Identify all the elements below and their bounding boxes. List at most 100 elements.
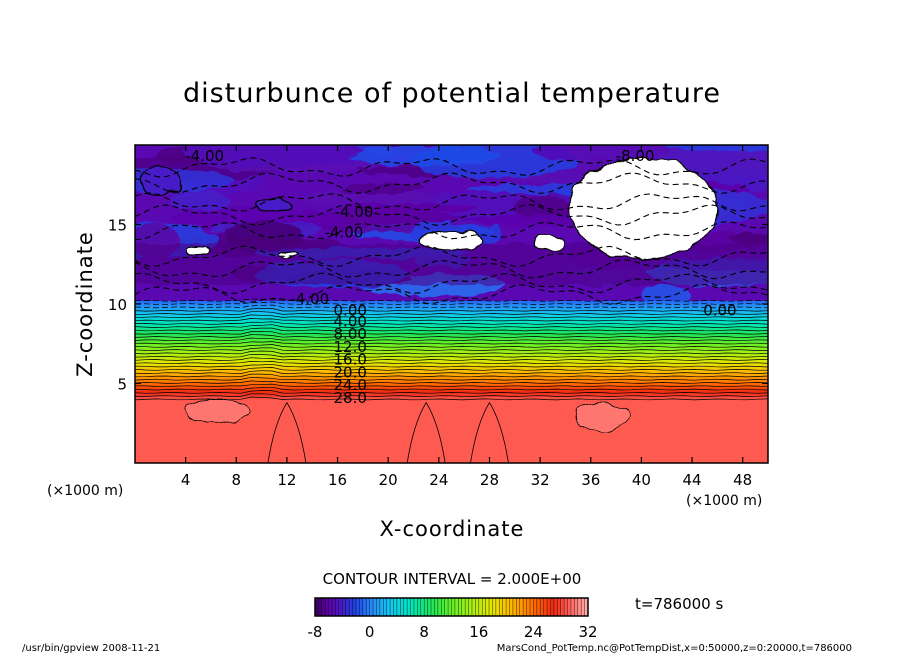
contour-line	[135, 337, 768, 342]
contour-line-dashed	[135, 259, 768, 280]
colorbar-segment	[553, 598, 558, 616]
below-range-region	[277, 250, 298, 259]
colorbar-segment	[321, 598, 326, 616]
colorbar-segment	[366, 598, 370, 616]
colorbar-segment	[400, 598, 405, 616]
colorbar-segment	[420, 598, 425, 616]
colorbar-segment	[379, 598, 384, 616]
warm-region	[185, 399, 250, 424]
stratified-band	[135, 396, 768, 400]
stratified-band	[135, 303, 768, 308]
below-range-region	[533, 235, 567, 251]
stratified-band	[135, 332, 768, 337]
texture-blob	[658, 145, 768, 152]
texture-blob	[169, 190, 230, 211]
time-text: t=786000 s	[635, 595, 723, 613]
stratified-band	[135, 373, 768, 377]
contour-line-dashed	[135, 283, 768, 305]
stratified-band	[135, 370, 768, 374]
colorbar-segment	[448, 598, 452, 616]
contour-interval-text: CONTOUR INTERVAL = 2.000E+00	[323, 570, 582, 588]
colorbar-segment	[431, 598, 435, 616]
colorbar-segment	[355, 598, 360, 616]
texture-blob	[135, 168, 233, 193]
colorbar-ticks: -8 0 8 16 24 32	[308, 623, 598, 641]
colorbar-segment	[434, 598, 439, 616]
colorbar-segment	[581, 598, 585, 616]
colorbar-segment	[342, 598, 347, 616]
x-tick-label: 36	[581, 471, 600, 489]
contour-line	[135, 376, 768, 381]
x-tick-label: 8	[232, 471, 242, 489]
stratified-band	[135, 353, 768, 357]
stratified-band	[135, 376, 768, 380]
colorbar-segment	[335, 598, 340, 616]
contour-line	[135, 318, 768, 322]
x-axis-ticks: 4 8 12 16 20 24 28 32 36 40 44 48	[181, 145, 752, 489]
contour-line	[135, 396, 768, 401]
texture-blob	[640, 284, 690, 306]
z-tick-label: 5	[117, 376, 127, 394]
colorbar-segment	[574, 598, 579, 616]
colorbar-segment	[318, 598, 323, 616]
texture-blob	[348, 145, 501, 166]
colorbar-segment	[437, 598, 442, 616]
stratified-band	[135, 326, 768, 331]
colorbar-segment	[536, 598, 541, 616]
z-tick-label: 15	[108, 217, 127, 235]
contour-line	[135, 380, 768, 384]
colorbar-frame	[314, 597, 589, 617]
contour-line	[135, 334, 768, 338]
colorbar-segment	[451, 598, 456, 616]
z-tick-label: 10	[108, 296, 127, 314]
regions	[140, 157, 718, 432]
stratified-band	[135, 335, 768, 340]
colorbar-segment	[390, 598, 394, 616]
contour-label: -4.00	[324, 223, 363, 241]
contour-line	[135, 386, 768, 391]
contour-line-dashed	[135, 221, 768, 241]
colorbar-segment	[417, 598, 422, 616]
contour-line	[135, 307, 768, 312]
contour-lines	[135, 157, 768, 463]
stratified-band	[135, 344, 768, 348]
colorbar-tick-label: 8	[419, 623, 429, 641]
stratified-band	[135, 321, 768, 325]
x-axis-label: X-coordinate	[380, 517, 525, 541]
colorbar-segment	[570, 598, 575, 616]
colorbar-tick-label: -8	[308, 623, 323, 641]
colorbar-segment	[495, 598, 500, 616]
colorbar-segment	[332, 598, 336, 616]
contour-plume	[267, 401, 307, 463]
colorbar-segment	[396, 598, 401, 616]
colorbar-segment	[352, 598, 357, 616]
stratified-band	[135, 309, 768, 314]
stratified-band	[135, 338, 768, 343]
colorbar-segment	[407, 598, 411, 616]
colorbar-segment	[471, 598, 476, 616]
texture-blob	[530, 145, 669, 160]
x-tick-label: 28	[480, 471, 499, 489]
contour-line	[135, 327, 768, 332]
stratified-band	[135, 379, 768, 383]
contour-line	[135, 361, 768, 365]
x-tick-label: 20	[379, 471, 398, 489]
colorbar-segment	[427, 598, 432, 616]
contour-line	[135, 373, 768, 378]
contour-line	[135, 370, 768, 374]
colorbar-segment	[512, 598, 517, 616]
colorbar-segment	[543, 598, 548, 616]
colorbar-segment	[349, 598, 353, 616]
contour-line	[135, 357, 768, 361]
x-unit-right: (×1000 m)	[686, 493, 762, 509]
contour-line	[135, 311, 768, 315]
x-tick-label: 48	[733, 471, 752, 489]
colorbar-segment	[475, 598, 480, 616]
colorbar-segment	[362, 598, 367, 616]
colorbar-tick-label: 0	[365, 623, 375, 641]
texture-blob	[337, 203, 476, 214]
colorbar-segment	[485, 598, 490, 616]
x-tick-label: 40	[632, 471, 651, 489]
texture-blob	[449, 214, 609, 227]
texture-blob	[341, 183, 424, 194]
